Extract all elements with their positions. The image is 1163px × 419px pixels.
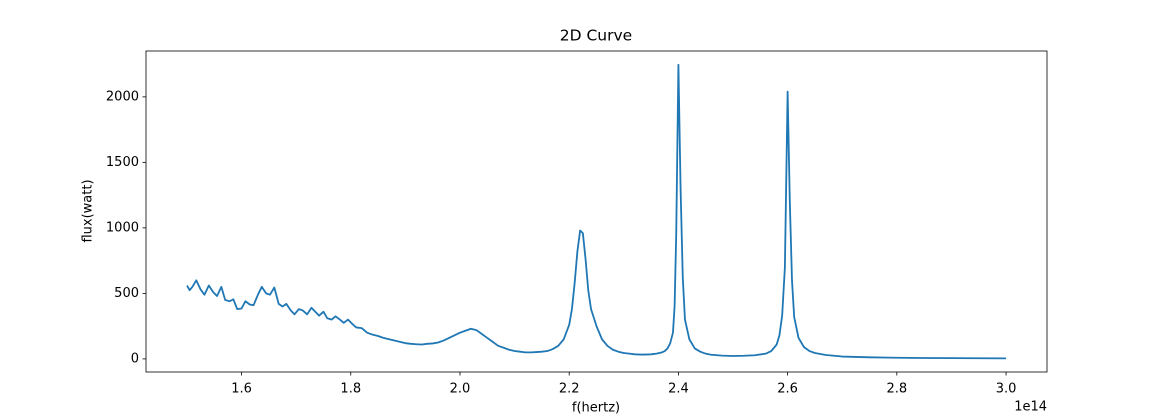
x-tick-label: 2.2 bbox=[559, 382, 580, 397]
y-tick-label: 2000 bbox=[106, 89, 139, 104]
axes-frame bbox=[145, 50, 1048, 373]
y-tick-label: 1500 bbox=[106, 155, 139, 170]
x-axis-label: f(hertz) bbox=[572, 401, 620, 416]
x-tick-label: 2.8 bbox=[886, 382, 907, 397]
x-tick-label: 1.6 bbox=[231, 382, 252, 397]
x-offset-label: 1e14 bbox=[1014, 400, 1047, 415]
x-tick-label: 1.8 bbox=[340, 382, 361, 397]
x-tick-label: 2.4 bbox=[668, 382, 689, 397]
x-tick-label: 2.6 bbox=[777, 382, 798, 397]
x-tick-label: 2.0 bbox=[450, 382, 471, 397]
y-axis-label: flux(watt) bbox=[81, 179, 96, 242]
chart-title: 2D Curve bbox=[560, 27, 632, 45]
data-line bbox=[186, 63, 1007, 360]
x-tick-label: 3.0 bbox=[996, 382, 1017, 397]
y-tick-label: 1000 bbox=[106, 220, 139, 235]
y-tick-label: 500 bbox=[114, 286, 139, 301]
y-tick-label: 0 bbox=[131, 351, 139, 366]
